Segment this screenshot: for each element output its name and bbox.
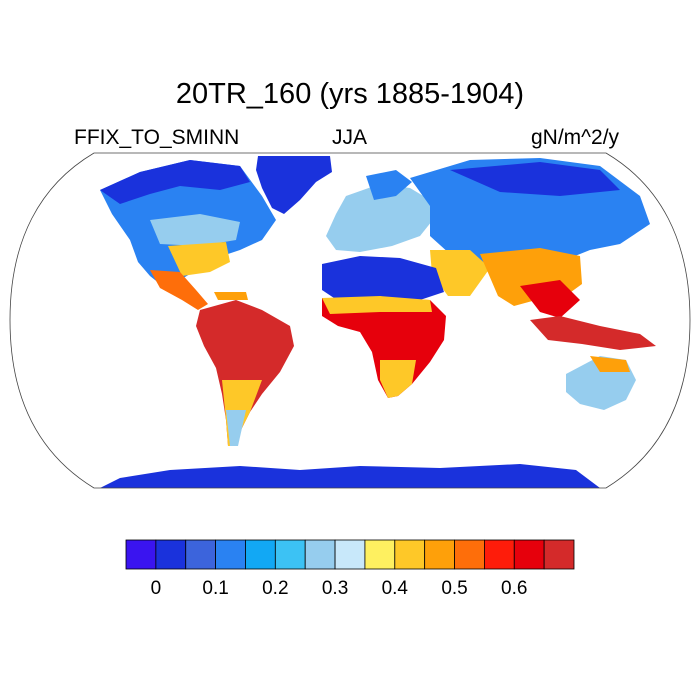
colorbar-swatch	[185, 539, 217, 570]
colorbar-swatch	[304, 539, 336, 570]
map-title: 20TR_160 (yrs 1885-1904)	[175, 78, 525, 110]
north-america-arctic	[100, 160, 250, 204]
southeast-asia	[520, 280, 580, 318]
colorbar-tick-label: 0.6	[501, 578, 528, 599]
globe-outline	[9, 152, 691, 489]
colorbar-tick-label: 0.1	[202, 578, 229, 599]
colorbar-swatch	[543, 539, 575, 570]
south-america	[196, 300, 294, 446]
colorbar-tick-label: 0.5	[441, 578, 468, 599]
scandinavia	[366, 170, 412, 200]
colorbar-swatch	[454, 539, 485, 570]
colorbar-tick-label: 0.2	[262, 578, 289, 599]
variable-label: FFIX_TO_SMINN	[74, 126, 240, 149]
colorbar-swatch	[364, 539, 396, 570]
europe	[326, 184, 436, 252]
antarctica	[100, 464, 600, 488]
colorbar-swatch	[394, 539, 426, 570]
colorbar-swatch	[125, 539, 157, 570]
land-masses	[100, 156, 656, 488]
southern-africa	[380, 360, 416, 398]
colorbar-tick-label: 0.3	[321, 578, 349, 599]
australia-north	[590, 356, 630, 372]
colorbar-swatch	[483, 539, 515, 570]
season-label: JJA	[332, 126, 368, 149]
north-america-mid	[150, 214, 240, 246]
patagonia	[226, 410, 246, 446]
colorbar-tick-label: 0	[150, 578, 162, 599]
colorbar-swatch	[334, 539, 366, 570]
colorbar-tick-label: 0.4	[381, 578, 409, 599]
central-america	[150, 270, 208, 310]
greenland	[256, 156, 332, 214]
siberia	[450, 162, 620, 196]
caribbean	[214, 292, 248, 300]
sahara	[322, 256, 444, 302]
middle-east	[430, 250, 490, 296]
colorbar	[125, 539, 575, 570]
colorbar-swatch	[513, 539, 545, 570]
colorbar-swatch	[424, 539, 455, 570]
colorbar-swatch	[155, 539, 187, 570]
colorbar-swatch	[215, 539, 246, 570]
sahel	[322, 296, 432, 314]
colorbar-swatch	[245, 539, 276, 570]
units-label: gN/m^2/y	[531, 126, 620, 149]
indonesia	[530, 316, 656, 350]
us-southeast	[168, 242, 230, 276]
colorbar-swatch	[274, 539, 306, 570]
africa	[322, 298, 446, 398]
